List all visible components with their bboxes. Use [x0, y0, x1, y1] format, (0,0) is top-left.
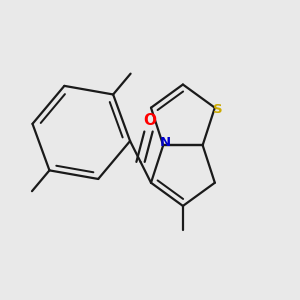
Text: S: S [213, 103, 222, 116]
Text: O: O [144, 113, 157, 128]
Text: N: N [160, 136, 171, 148]
